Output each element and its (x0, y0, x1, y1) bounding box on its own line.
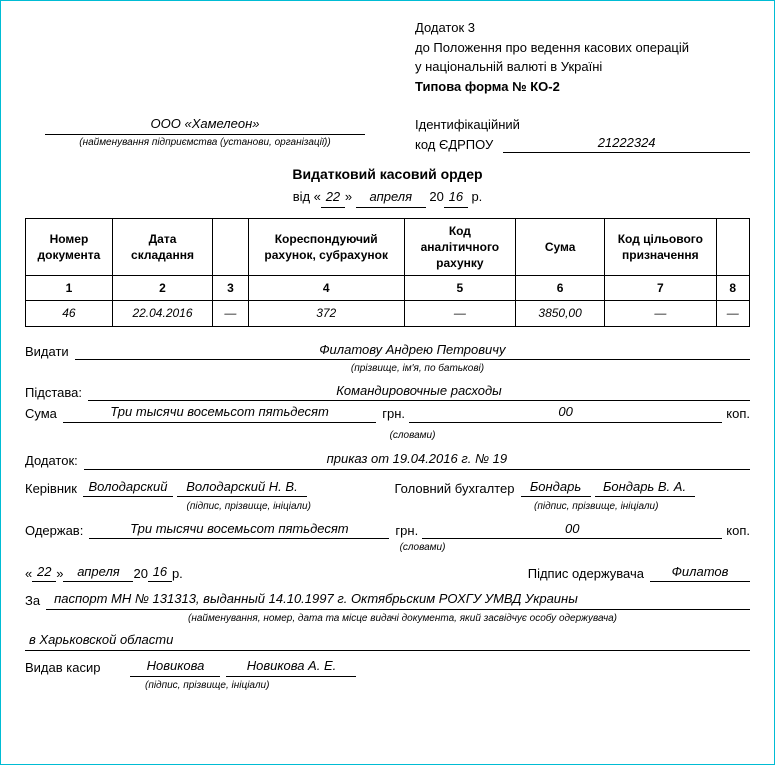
vydaty-sub: (прізвище, ім'я, по батькові) (85, 362, 750, 376)
cell-7: — (605, 301, 716, 326)
table-data-row: 46 22.04.2016 — 372 — 3850,00 — — (26, 301, 750, 326)
th-7: Код цільового призначення (605, 218, 716, 276)
main-table: Номер документа Дата складання Кореспонд… (25, 218, 750, 327)
kop-label: коп. (726, 405, 750, 423)
pidpis-od-label: Підпис одержувача (528, 565, 644, 583)
header-line-1: Додаток 3 (415, 19, 750, 37)
cell-2: 22.04.2016 (112, 301, 212, 326)
kasir-sub: (підпис, прізвище, ініціали) (145, 679, 375, 693)
za-sub: (найменування, номер, дата та місце вида… (55, 612, 750, 626)
pidstava-row: Підстава: Командировочные расходы (25, 382, 750, 402)
header-line-4: Типова форма № КО-2 (415, 78, 750, 96)
pidstava-label: Підстава: (25, 384, 82, 402)
table-num-row: 1 2 3 4 5 6 7 8 (26, 276, 750, 301)
oderzhav-label: Одержав: (25, 522, 83, 540)
num-1: 1 (26, 276, 113, 301)
th-5: Код аналітичного рахунку (404, 218, 515, 276)
th-3 (213, 218, 249, 276)
header-line-3: у національній валюті в Україні (415, 58, 750, 76)
num-5: 5 (404, 276, 515, 301)
header-line-2: до Положення про ведення касових операці… (415, 39, 750, 57)
dodatok-row: Додаток: приказ от 19.04.2016 г. № 19 (25, 450, 750, 470)
dodatok-label: Додаток: (25, 452, 78, 470)
pidpis-od: Филатов (650, 563, 750, 583)
za-label: За (25, 592, 40, 610)
za-doc: паспорт МН № 131313, выданный 14.10.1997… (46, 590, 750, 610)
edrpou-label: код ЄДРПОУ (415, 136, 493, 154)
date-month: апреля (356, 188, 426, 208)
num-6: 6 (516, 276, 605, 301)
vydaty-value: Филатову Андрею Петровичу (75, 341, 750, 361)
cell-3: — (213, 301, 249, 326)
za-doc2: в Харьковской области (25, 631, 750, 651)
suma-label: Сума (25, 405, 57, 423)
date-yy: 16 (444, 188, 468, 208)
cell-8: — (716, 301, 749, 326)
doc-date: від «22» апреля 2016 р. (25, 188, 750, 208)
th-4: Кореспондуючий рахунок, субрахунок (248, 218, 404, 276)
date-sig-row: «22» апреля 2016 р. Підпис одержувача Фи… (25, 563, 750, 583)
org-name: ООО «Хамелеон» (45, 115, 365, 135)
date-day: 22 (321, 188, 345, 208)
za-row: За паспорт МН № 131313, выданный 14.10.1… (25, 590, 750, 610)
date-mid1: » (345, 189, 356, 204)
kop-label-2: коп. (726, 522, 750, 540)
buh-label: Головний бухгалтер (395, 480, 515, 498)
kerivnyk-sig: Володарский (83, 478, 173, 498)
cell-1: 46 (26, 301, 113, 326)
oderzhav-row: Одержав: Три тысячи восемьсот пятьдесят … (25, 520, 750, 540)
grn-label-2: грн. (395, 522, 418, 540)
th-6: Сума (516, 218, 605, 276)
date2-day: 22 (32, 563, 56, 583)
cell-6: 3850,00 (516, 301, 605, 326)
kerivnyk-sub: (підпис, прізвище, ініціали) (95, 500, 403, 514)
oderzhav-sub: (словами) (95, 541, 750, 555)
id-label: Ідентифікаційний (415, 116, 750, 134)
kasir-sig: Новикова (130, 657, 220, 677)
kerivnyk-label: Керівник (25, 480, 77, 498)
suma-words: Три тысячи восемьсот пятьдесят (63, 403, 376, 423)
vydaty-row: Видати Филатову Андрею Петровичу (25, 341, 750, 361)
doc-title: Видатковий касовий ордер (25, 165, 750, 184)
date2-yy: 16 (148, 563, 172, 583)
document: Додаток 3 до Положення про ведення касов… (0, 0, 775, 765)
edrpou-value: 21222324 (503, 134, 750, 154)
kop-value: 00 (409, 403, 722, 423)
header-block: Додаток 3 до Положення про ведення касов… (415, 19, 750, 95)
kasir-row: Видав касир Новикова Новикова А. Е. (25, 657, 750, 677)
org-sub: (найменування підприємства (установи, ор… (45, 136, 365, 150)
table-header-row: Номер документа Дата складання Кореспонд… (26, 218, 750, 276)
signatures-row: Керівник Володарский Володарский Н. В. Г… (25, 478, 750, 498)
kop-value-2: 00 (422, 520, 722, 540)
kerivnyk-name: Володарский Н. В. (177, 478, 307, 498)
th-2: Дата складання (112, 218, 212, 276)
buh-sig: Бондарь (521, 478, 591, 498)
cell-5: — (404, 301, 515, 326)
date2-month: апреля (63, 563, 133, 583)
th-8 (716, 218, 749, 276)
th-1: Номер документа (26, 218, 113, 276)
pidstava-value: Командировочные расходы (88, 382, 750, 402)
org-row: ООО «Хамелеон» (найменування підприємств… (25, 115, 750, 155)
date2-suffix: р. (172, 565, 183, 583)
num-2: 2 (112, 276, 212, 301)
oderzhav-words: Три тысячи восемьсот пятьдесят (89, 520, 389, 540)
num-8: 8 (716, 276, 749, 301)
date-mid2: 20 (426, 189, 444, 204)
date-suffix: р. (468, 189, 482, 204)
num-4: 4 (248, 276, 404, 301)
vydaty-label: Видати (25, 343, 69, 361)
grn-label: грн. (382, 405, 405, 423)
buh-name: Бондарь В. А. (595, 478, 695, 498)
num-7: 7 (605, 276, 716, 301)
cell-4: 372 (248, 301, 404, 326)
kasir-name: Новикова А. Е. (226, 657, 356, 677)
date-prefix: від « (293, 189, 321, 204)
kasir-label: Видав касир (25, 659, 100, 677)
num-3: 3 (213, 276, 249, 301)
suma-row: Сума Три тысячи восемьсот пятьдесят грн.… (25, 403, 750, 423)
suma-sub: (словами) (75, 429, 750, 443)
buh-sub: (підпис, прізвище, ініціали) (443, 500, 751, 514)
dodatok-value: приказ от 19.04.2016 г. № 19 (84, 450, 750, 470)
